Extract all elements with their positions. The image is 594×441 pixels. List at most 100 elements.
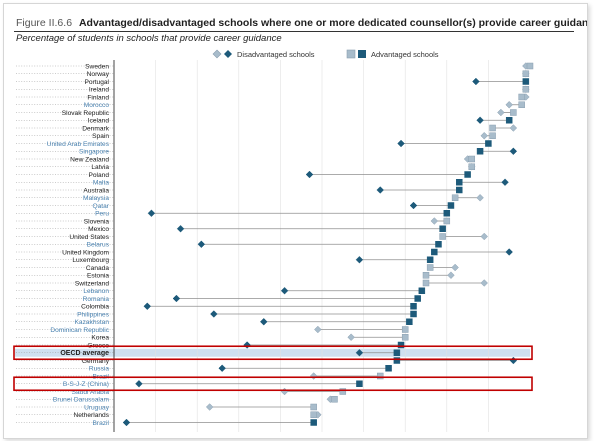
disadvantaged-marker bbox=[147, 209, 156, 218]
country-label: Dominican Republic bbox=[50, 327, 109, 334]
country-label: New Zealand bbox=[70, 156, 109, 163]
country-label: United Arab Emirates bbox=[47, 141, 110, 148]
advantaged-marker bbox=[485, 140, 492, 147]
diamond-legend-icon bbox=[212, 49, 232, 59]
country-label: Brazil bbox=[93, 420, 110, 427]
disadvantaged-marker bbox=[376, 186, 384, 194]
country-label: Ireland bbox=[89, 87, 109, 94]
advantaged-marker bbox=[468, 163, 476, 170]
advantaged-marker bbox=[310, 403, 317, 411]
disadvantaged-marker bbox=[430, 217, 439, 225]
advantaged-marker bbox=[385, 365, 392, 372]
advantaged-marker bbox=[431, 248, 438, 256]
disadvantaged-marker bbox=[314, 325, 322, 334]
advantaged-marker bbox=[426, 264, 434, 271]
disadvantaged-marker bbox=[505, 248, 513, 256]
disadvantaged-marker bbox=[509, 124, 518, 132]
figure-title-text: Advantaged/disadvantaged schools where o… bbox=[78, 17, 588, 29]
country-label: Saudi Arabia bbox=[72, 389, 110, 396]
figure-card: Figure II.6.6 Advantaged/disadvantaged s… bbox=[3, 3, 588, 439]
disadvantaged-marker bbox=[309, 372, 318, 380]
country-label: Malaysia bbox=[83, 195, 109, 202]
country-label: Philippines bbox=[77, 311, 110, 318]
country-label: Australia bbox=[83, 187, 109, 194]
country-label: Norway bbox=[87, 71, 110, 78]
advantaged-marker bbox=[522, 86, 530, 93]
disadvantaged-marker bbox=[480, 279, 488, 287]
disadvantaged-marker bbox=[280, 286, 289, 295]
disadvantaged-marker bbox=[447, 271, 455, 280]
disadvantaged-marker bbox=[501, 178, 509, 187]
country-label: United Kingdom bbox=[62, 249, 109, 256]
country-label: Sweden bbox=[85, 63, 109, 70]
advantaged-marker bbox=[426, 256, 434, 263]
disadvantaged-marker bbox=[210, 310, 218, 318]
country-label: Denmark bbox=[82, 125, 109, 132]
disadvantaged-marker bbox=[451, 263, 459, 272]
disadvantaged-marker bbox=[505, 100, 513, 109]
country-label: Latvia bbox=[91, 164, 109, 171]
legend-disadvantaged: Disadvantaged schools bbox=[212, 49, 315, 59]
advantaged-marker bbox=[522, 78, 530, 85]
country-label: Netherlands bbox=[73, 412, 109, 419]
disadvantaged-marker bbox=[509, 147, 518, 156]
disadvantaged-marker bbox=[476, 193, 484, 202]
highlight-box bbox=[13, 376, 533, 392]
advantaged-marker bbox=[435, 241, 442, 248]
country-label: OECD average bbox=[60, 350, 109, 357]
advantaged-marker bbox=[456, 179, 463, 186]
advantaged-marker bbox=[397, 341, 405, 349]
figure-number: Figure II.6.6 bbox=[16, 17, 73, 29]
disadvantaged-marker bbox=[409, 201, 418, 210]
advantaged-marker bbox=[376, 372, 384, 380]
country-label: Peru bbox=[95, 211, 109, 218]
disadvantaged-marker bbox=[480, 232, 488, 241]
disadvantaged-marker bbox=[143, 302, 152, 311]
disadvantaged-marker bbox=[218, 364, 226, 373]
disadvantaged-marker bbox=[476, 116, 484, 125]
disadvantaged-marker bbox=[355, 348, 364, 357]
legend-advantaged: Advantaged schools bbox=[346, 49, 439, 59]
country-label: Qatar bbox=[93, 203, 110, 210]
advantaged-marker bbox=[331, 396, 338, 403]
country-label: Canada bbox=[86, 265, 109, 272]
advantaged-marker bbox=[489, 124, 496, 132]
legend-disadvantaged-label: Disadvantaged schools bbox=[237, 49, 315, 59]
disadvantaged-marker bbox=[176, 224, 185, 233]
country-label: Morocco bbox=[84, 102, 110, 109]
advantaged-marker bbox=[422, 279, 430, 287]
country-label: Switzerland bbox=[75, 280, 109, 287]
advantaged-marker bbox=[439, 233, 446, 240]
country-label: United States bbox=[69, 234, 109, 241]
advantaged-marker bbox=[443, 217, 451, 225]
title-rule bbox=[14, 31, 574, 32]
advantaged-marker bbox=[410, 303, 417, 310]
advantaged-marker bbox=[456, 186, 463, 194]
advantaged-marker bbox=[310, 419, 317, 426]
disadvantaged-marker bbox=[509, 356, 518, 365]
disadvantaged-marker bbox=[305, 170, 314, 179]
advantaged-marker bbox=[356, 380, 363, 387]
advantaged-marker bbox=[443, 210, 451, 217]
advantaged-marker bbox=[406, 318, 413, 325]
advantaged-marker bbox=[476, 148, 484, 155]
disadvantaged-marker bbox=[472, 77, 480, 86]
advantaged-marker bbox=[418, 287, 426, 294]
advantaged-marker bbox=[339, 388, 347, 395]
advantaged-marker bbox=[526, 62, 534, 70]
country-label: Uruguay bbox=[84, 404, 110, 411]
country-label: Slovak Republic bbox=[62, 110, 110, 117]
oecd-average-band bbox=[15, 348, 530, 357]
advantaged-marker bbox=[518, 101, 525, 108]
figure-title: Figure II.6.6 Advantaged/disadvantaged s… bbox=[16, 17, 588, 29]
square-legend-icon bbox=[346, 49, 366, 59]
country-label: Brunei Darussalam bbox=[53, 397, 110, 404]
country-label: B-S-J-Z (China) bbox=[63, 381, 109, 388]
country-label: Colombia bbox=[81, 304, 109, 311]
disadvantaged-marker bbox=[280, 387, 289, 396]
country-label: Estonia bbox=[87, 273, 109, 280]
disadvantaged-marker bbox=[172, 294, 181, 303]
advantaged-marker bbox=[451, 194, 459, 201]
advantaged-marker bbox=[505, 117, 513, 124]
country-label: Portugal bbox=[84, 79, 109, 86]
